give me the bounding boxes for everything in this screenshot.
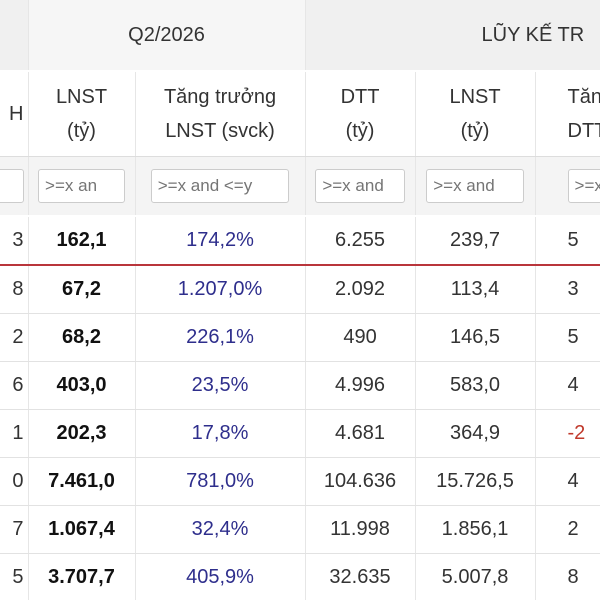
cell: 2 xyxy=(535,505,600,554)
table-body: 3162,1174,2%6.255239,75867,21.207,0%2.09… xyxy=(0,156,600,600)
filter-cell xyxy=(28,156,136,217)
cell: 11.998 xyxy=(305,505,416,554)
cell: 583,0 xyxy=(415,361,536,410)
group-header: LŨY KẾ TR xyxy=(305,0,600,72)
cell: 174,2% xyxy=(135,215,306,266)
cell: 5 xyxy=(535,313,600,362)
filter-input[interactable] xyxy=(315,169,405,203)
cell: 32.635 xyxy=(305,553,416,600)
cell: 5.007,8 xyxy=(415,553,536,600)
filter-input[interactable] xyxy=(38,169,125,203)
cell: 4 xyxy=(535,361,600,410)
cell: 3 xyxy=(535,265,600,314)
column-header-row: H LNST (tỷ) Tăng trưởng LNST (svck) DTT (tỷ… xyxy=(0,71,600,157)
column-header: DTT (tỷ) xyxy=(305,71,416,157)
cell: 67,2 xyxy=(28,265,136,314)
filter-cell xyxy=(305,156,416,217)
filter-input[interactable] xyxy=(150,169,290,203)
column-header: Tăng trưởng LNST (svck) xyxy=(135,71,306,157)
data-row[interactable]: 7 1.067,4 32,4% 11.998 1.856,1 2 xyxy=(0,505,600,554)
filter-input[interactable] xyxy=(567,169,600,203)
filter-cell xyxy=(0,156,29,217)
cell: 5 xyxy=(535,215,600,266)
cell: 3 xyxy=(0,215,29,266)
cell: 405,9% xyxy=(135,553,306,600)
filter-cell xyxy=(535,156,600,217)
data-row[interactable]: 1 202,3 17,8% 4.681 364,9 -2 xyxy=(0,409,600,458)
cell: 202,3 xyxy=(28,409,136,458)
group-header: Q2/2026 xyxy=(28,0,306,72)
cell: 8 xyxy=(535,553,600,600)
filter-row xyxy=(0,156,600,217)
column-header: LNST (tỷ) xyxy=(28,71,136,157)
cell: 23,5% xyxy=(135,361,306,410)
data-row[interactable]: 6 403,0 23,5% 4.996 583,0 4 xyxy=(0,361,600,410)
data-row[interactable]: 0 7.461,0 781,0% 104.636 15.726,5 4 xyxy=(0,457,600,506)
cell: 104.636 xyxy=(305,457,416,506)
cell: 68,2 xyxy=(28,313,136,362)
cell: 4.996 xyxy=(305,361,416,410)
data-row[interactable]: 5 3.707,7 405,9% 32.635 5.007,8 8 xyxy=(0,553,600,600)
cell: 226,1% xyxy=(135,313,306,362)
cell: 4.681 xyxy=(305,409,416,458)
data-row[interactable]: 2 68,2 226,1% 490 146,5 5 xyxy=(0,313,600,362)
cell: 7.461,0 xyxy=(28,457,136,506)
cell: 0 xyxy=(0,457,29,506)
cell: 17,8% xyxy=(135,409,306,458)
cell: 162,1 xyxy=(28,215,136,266)
filter-cell xyxy=(415,156,536,217)
cell: 32,4% xyxy=(135,505,306,554)
cell: 490 xyxy=(305,313,416,362)
cell: 239,7 xyxy=(415,215,536,266)
filter-input[interactable] xyxy=(426,169,524,203)
cell: 8 xyxy=(0,265,29,314)
cell: -2 xyxy=(535,409,600,458)
cell: 1.207,0% xyxy=(135,265,306,314)
column-header: LNST (tỷ) xyxy=(415,71,536,157)
cell: 403,0 xyxy=(28,361,136,410)
column-header: Tăng DTT xyxy=(535,71,600,157)
cell: 6 xyxy=(0,361,29,410)
cell: 146,5 xyxy=(415,313,536,362)
cell: 2.092 xyxy=(305,265,416,314)
cell: 2 xyxy=(0,313,29,362)
cell: 4 xyxy=(535,457,600,506)
group-header-row: Q2/2026 LŨY KẾ TR xyxy=(0,0,600,72)
data-row[interactable]: 3 162,1 174,2% 6.255 239,7 5 xyxy=(0,215,600,266)
data-row[interactable]: 8 67,2 1.207,0% 2.092 113,4 3 xyxy=(0,265,600,314)
cell: 1 xyxy=(0,409,29,458)
group-header xyxy=(0,0,29,72)
column-header: H xyxy=(0,71,29,157)
filter-cell xyxy=(135,156,306,217)
cell: 15.726,5 xyxy=(415,457,536,506)
cell: 3.707,7 xyxy=(28,553,136,600)
filter-input[interactable] xyxy=(0,169,24,203)
cell: 5 xyxy=(0,553,29,600)
cell: 113,4 xyxy=(415,265,536,314)
cell: 1.856,1 xyxy=(415,505,536,554)
cell: 364,9 xyxy=(415,409,536,458)
cell: 781,0% xyxy=(135,457,306,506)
cell: 1.067,4 xyxy=(28,505,136,554)
cell: 6.255 xyxy=(305,215,416,266)
cell: 7 xyxy=(0,505,29,554)
